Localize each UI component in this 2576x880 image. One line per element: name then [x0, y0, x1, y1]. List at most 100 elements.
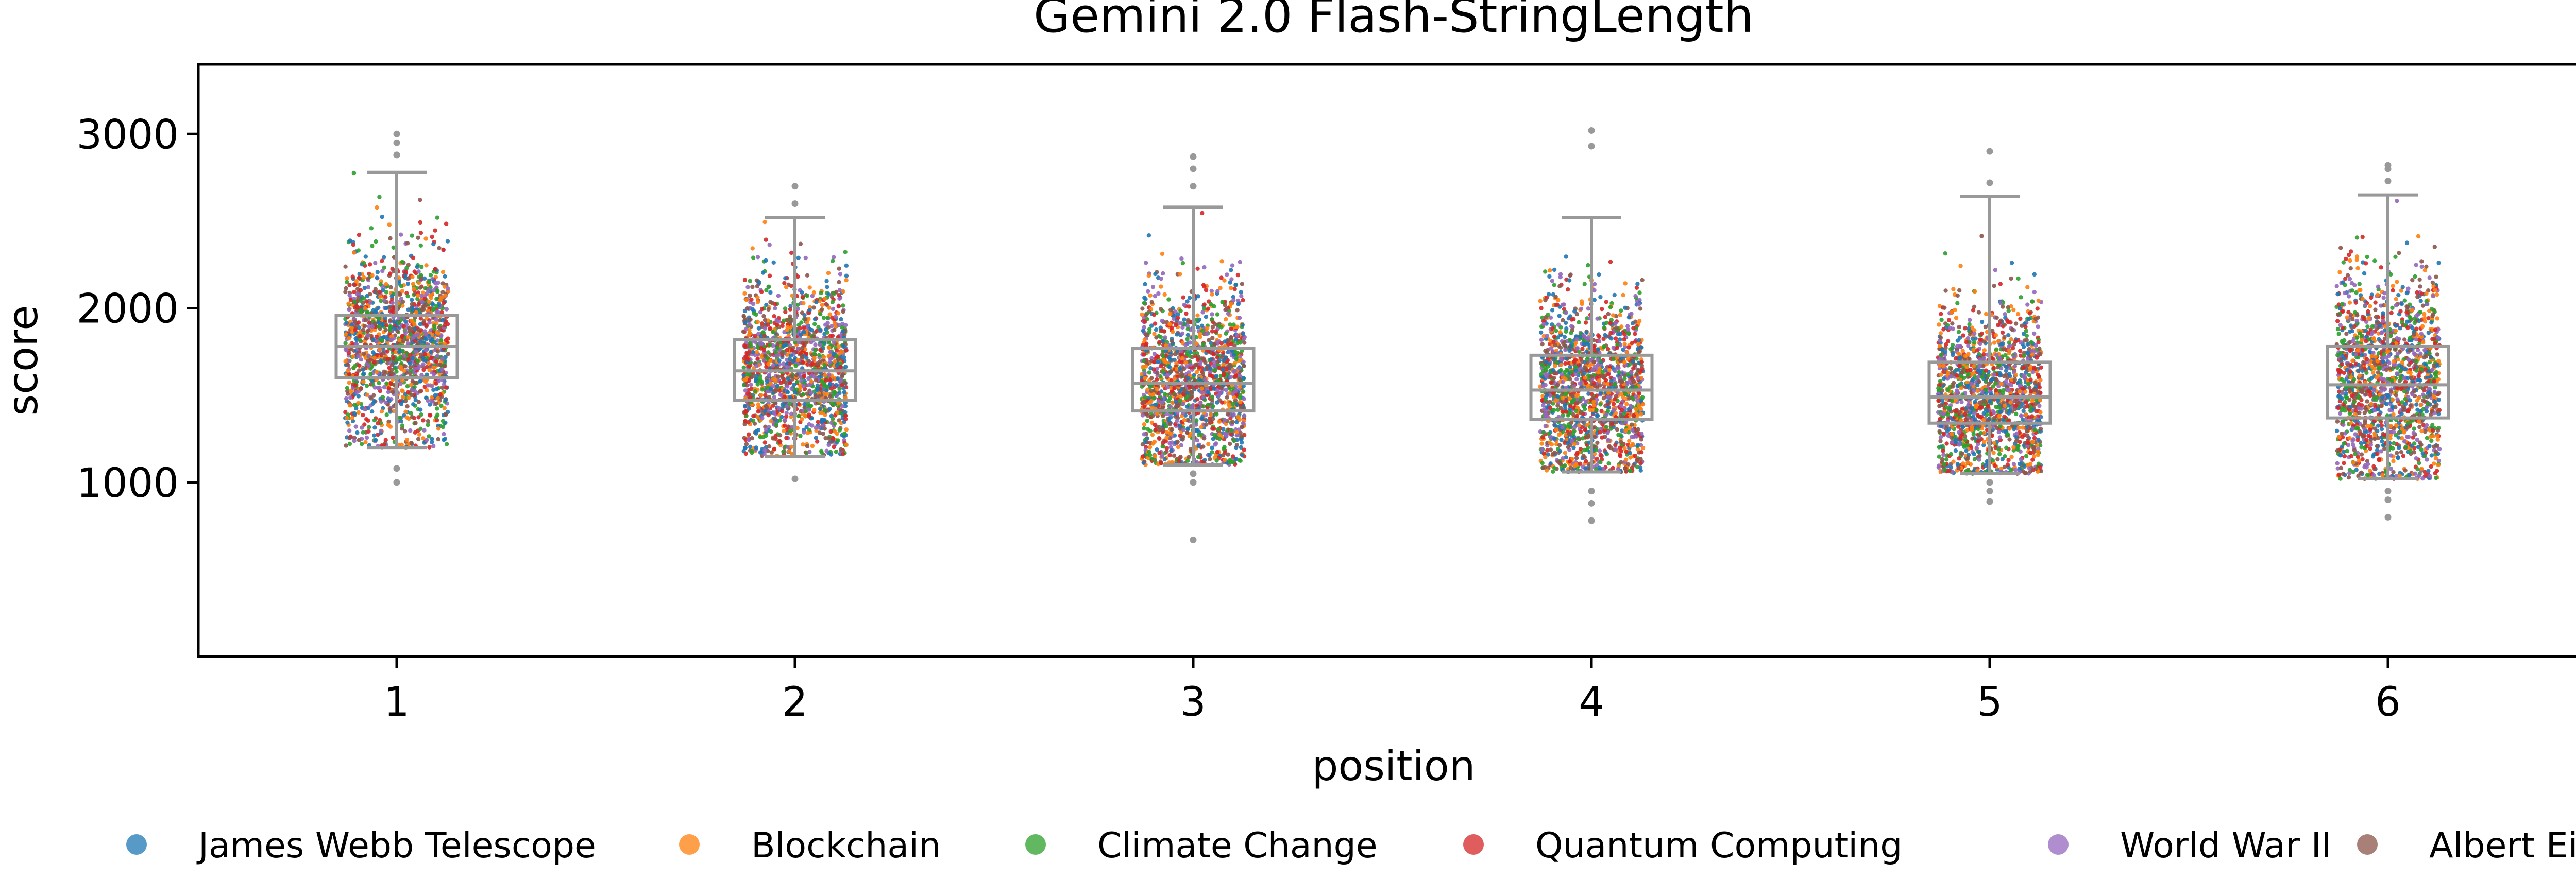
strip-point: [1208, 373, 1212, 378]
strip-point: [820, 307, 824, 312]
strip-point: [1214, 441, 1218, 446]
strip-point: [418, 426, 423, 431]
strip-point: [1638, 306, 1643, 311]
strip-point: [749, 297, 754, 302]
strip-point: [756, 405, 761, 410]
strip-point: [417, 389, 422, 394]
strip-point: [1161, 271, 1165, 276]
strip-point: [390, 363, 395, 367]
strip-point: [1224, 367, 1229, 372]
strip-point: [1148, 293, 1153, 298]
strip-point: [1210, 426, 1215, 431]
strip-point: [357, 325, 362, 330]
strip-point: [445, 442, 449, 446]
strip-point: [1156, 399, 1161, 404]
strip-point: [794, 373, 799, 377]
strip-point: [1231, 322, 1236, 327]
strip-point: [1156, 359, 1160, 365]
strip-point: [409, 383, 414, 387]
strip-point: [1213, 368, 1217, 372]
strip-point: [375, 360, 380, 365]
strip-point: [426, 419, 431, 424]
strip-point: [1613, 443, 1618, 447]
strip-point: [1169, 448, 1174, 453]
strip-point: [1178, 308, 1183, 313]
strip-point: [840, 372, 845, 376]
strip-point: [1226, 452, 1230, 457]
strip-point: [434, 387, 439, 391]
strip-point: [1623, 305, 1628, 310]
strip-point: [785, 365, 789, 369]
strip-point: [768, 290, 773, 295]
strip-point: [379, 299, 383, 303]
strip-point: [348, 238, 352, 243]
strip-point: [440, 385, 445, 390]
strip-point: [1184, 404, 1190, 409]
strip-point: [377, 195, 382, 199]
strip-point: [1146, 273, 1151, 278]
strip-point: [440, 290, 445, 295]
strip-point: [837, 323, 841, 327]
strip-point: [1145, 427, 1150, 432]
strip-point: [801, 392, 806, 397]
strip-point: [1206, 390, 1211, 394]
strip-point: [1184, 352, 1190, 356]
strip-point: [436, 437, 440, 442]
strip-point: [1234, 430, 1239, 435]
strip-point: [413, 339, 417, 343]
strip-point: [358, 288, 363, 293]
strip-point: [1231, 438, 1236, 443]
strip-point: [413, 430, 418, 435]
strip-point: [764, 433, 769, 438]
strip-point: [421, 418, 426, 423]
strip-point: [343, 341, 348, 346]
strip-point: [776, 294, 781, 298]
strip-point: [1182, 317, 1187, 322]
strip-point: [826, 345, 832, 350]
strip-point: [1173, 392, 1178, 397]
strip-point: [1189, 390, 1194, 394]
strip-point: [822, 408, 827, 412]
strip-point: [434, 401, 438, 406]
strip-point: [351, 354, 355, 359]
strip-point: [385, 337, 390, 342]
strip-point: [812, 317, 818, 322]
strip-point: [759, 393, 764, 398]
strip-point: [416, 302, 421, 307]
strip-point: [772, 446, 777, 452]
strip-point: [843, 323, 848, 327]
strip-point: [837, 280, 841, 284]
strip-point: [366, 429, 371, 434]
strip-point: [375, 275, 379, 280]
strip-point: [393, 326, 397, 331]
strip-point: [443, 398, 448, 402]
strip-point: [416, 235, 420, 240]
strip-point: [1239, 290, 1243, 295]
strip-point: [1234, 420, 1239, 424]
strip-point: [1159, 389, 1164, 394]
strip-point: [418, 407, 423, 412]
strip-point: [1185, 426, 1190, 431]
strip-point: [419, 265, 424, 269]
strip-point: [785, 348, 789, 353]
strip-point: [434, 317, 438, 322]
strip-point: [800, 346, 805, 351]
strip-point: [374, 369, 379, 374]
strip-point: [403, 330, 408, 335]
strip-point: [425, 291, 430, 296]
strip-point: [832, 444, 836, 450]
strip-point: [1582, 282, 1587, 286]
strip-point: [1185, 333, 1190, 337]
strip-point: [426, 422, 430, 427]
strip-point: [1194, 385, 1199, 390]
strip-point: [371, 350, 376, 355]
strip-point: [831, 352, 836, 357]
strip-point: [372, 425, 377, 430]
strip-point: [1142, 426, 1146, 431]
strip-point: [1143, 440, 1148, 445]
strip-point: [844, 348, 849, 353]
strip-point: [818, 406, 823, 411]
strip-point: [1613, 336, 1618, 341]
strip-point: [1204, 418, 1209, 423]
strip-point: [350, 416, 354, 421]
